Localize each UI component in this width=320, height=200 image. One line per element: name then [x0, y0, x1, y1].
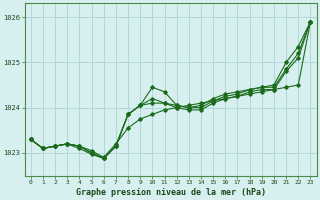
- X-axis label: Graphe pression niveau de la mer (hPa): Graphe pression niveau de la mer (hPa): [76, 188, 266, 197]
